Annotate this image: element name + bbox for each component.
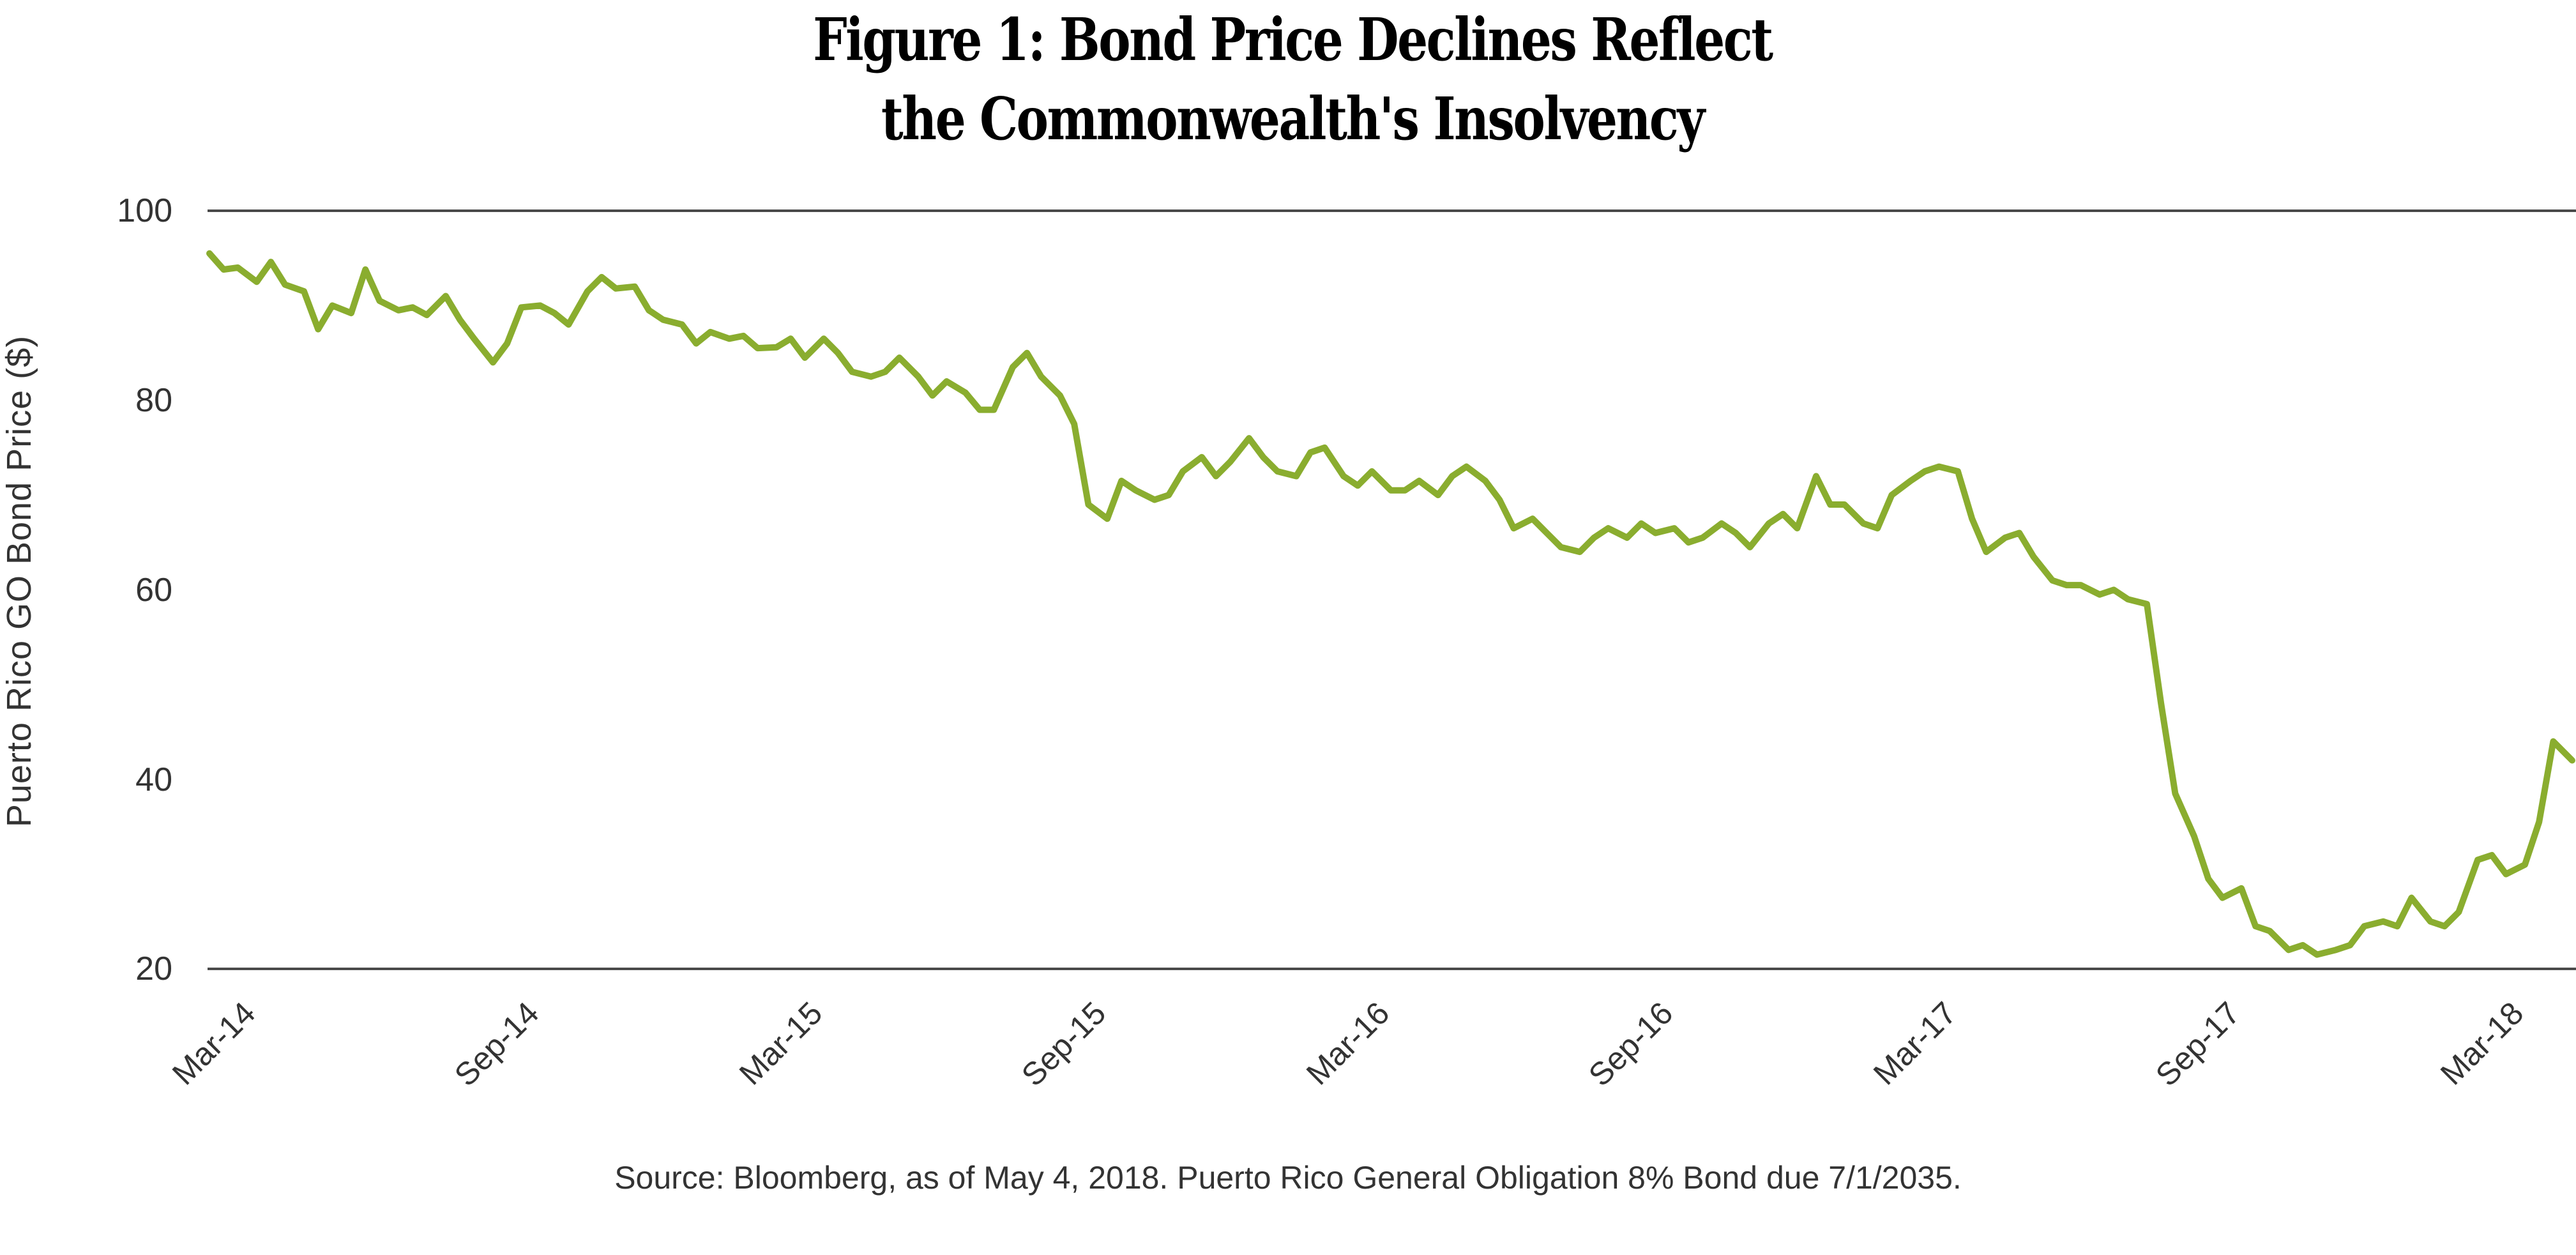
chart-title: Figure 1: Bond Price Declines Reflect th…: [236, 0, 2349, 158]
bond-price-line: [206, 250, 2575, 958]
y-tick-80: 80: [135, 382, 172, 419]
y-tick-20: 20: [135, 950, 172, 987]
y-tick-40: 40: [135, 761, 172, 798]
y-tick-100: 100: [117, 192, 172, 229]
source-note: Source: Bloomberg, as of May 4, 2018. Pu…: [614, 1160, 1962, 1196]
chart-title-line-2: the Commonwealth's Insolvency: [881, 84, 1705, 153]
gridline-100: [208, 209, 2576, 212]
y-tick-60: 60: [135, 572, 172, 609]
gridline-20: [208, 968, 2576, 970]
chart-title-line-1: Figure 1: Bond Price Declines Reflect: [813, 5, 1773, 74]
